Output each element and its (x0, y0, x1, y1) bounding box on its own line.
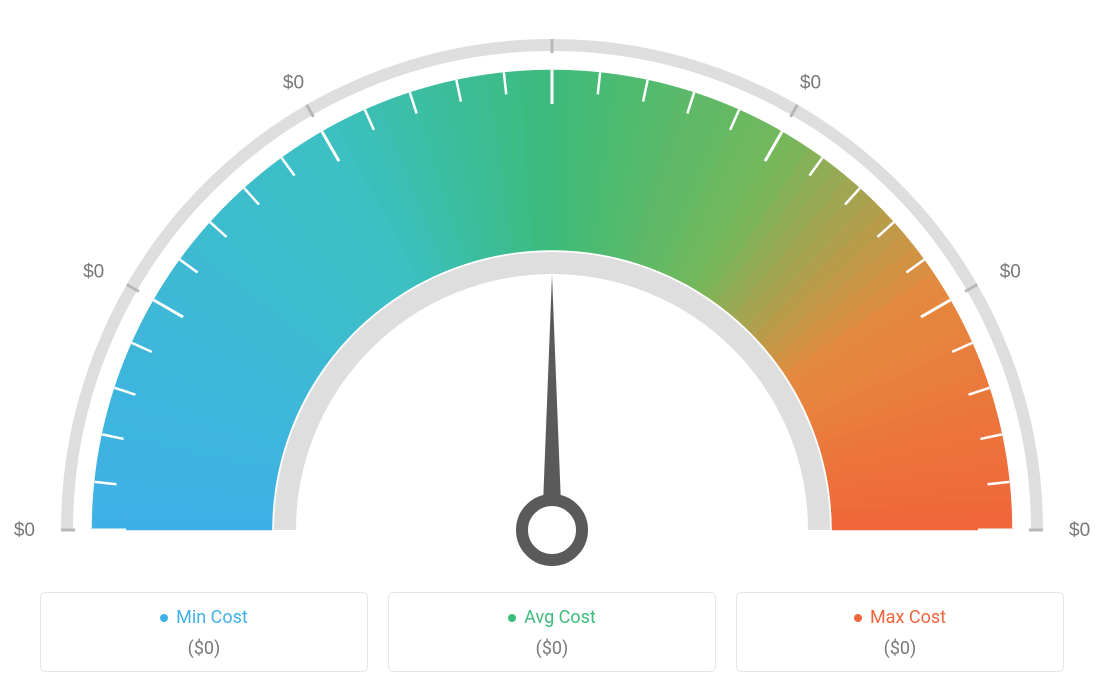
legend-dot-min (160, 614, 168, 622)
svg-text:$0: $0 (14, 520, 35, 541)
legend-label-max: Max Cost (870, 607, 946, 628)
gauge-chart: $0 $0 $0 $0 $0 $0 $0 (0, 10, 1104, 570)
legend-dot-avg (508, 614, 516, 622)
gauge-svg: $0 $0 $0 $0 $0 $0 $0 (0, 10, 1104, 570)
legend-card-avg: Avg Cost ($0) (388, 592, 716, 673)
svg-text:$0: $0 (1069, 520, 1090, 541)
legend-dot-max (854, 614, 862, 622)
svg-text:$0: $0 (283, 72, 304, 93)
legend-title-avg: Avg Cost (508, 607, 596, 628)
legend-card-min: Min Cost ($0) (40, 592, 368, 673)
legend-title-min: Min Cost (160, 607, 248, 628)
legend-value-min: ($0) (51, 638, 357, 659)
legend-value-max: ($0) (747, 638, 1053, 659)
legend-value-avg: ($0) (399, 638, 705, 659)
legend-card-max: Max Cost ($0) (736, 592, 1064, 673)
cost-gauge-container: $0 $0 $0 $0 $0 $0 $0 Min Cost ($0) Avg Cost ($… (0, 0, 1104, 690)
svg-text:$0: $0 (541, 10, 562, 12)
legend-title-max: Max Cost (854, 607, 946, 628)
svg-text:$0: $0 (1000, 262, 1021, 283)
legend-label-avg: Avg Cost (524, 607, 596, 628)
legend-label-min: Min Cost (176, 607, 248, 628)
svg-text:$0: $0 (83, 262, 104, 283)
legend-row: Min Cost ($0) Avg Cost ($0) Max Cost ($0… (40, 592, 1064, 673)
svg-text:$0: $0 (800, 72, 821, 93)
